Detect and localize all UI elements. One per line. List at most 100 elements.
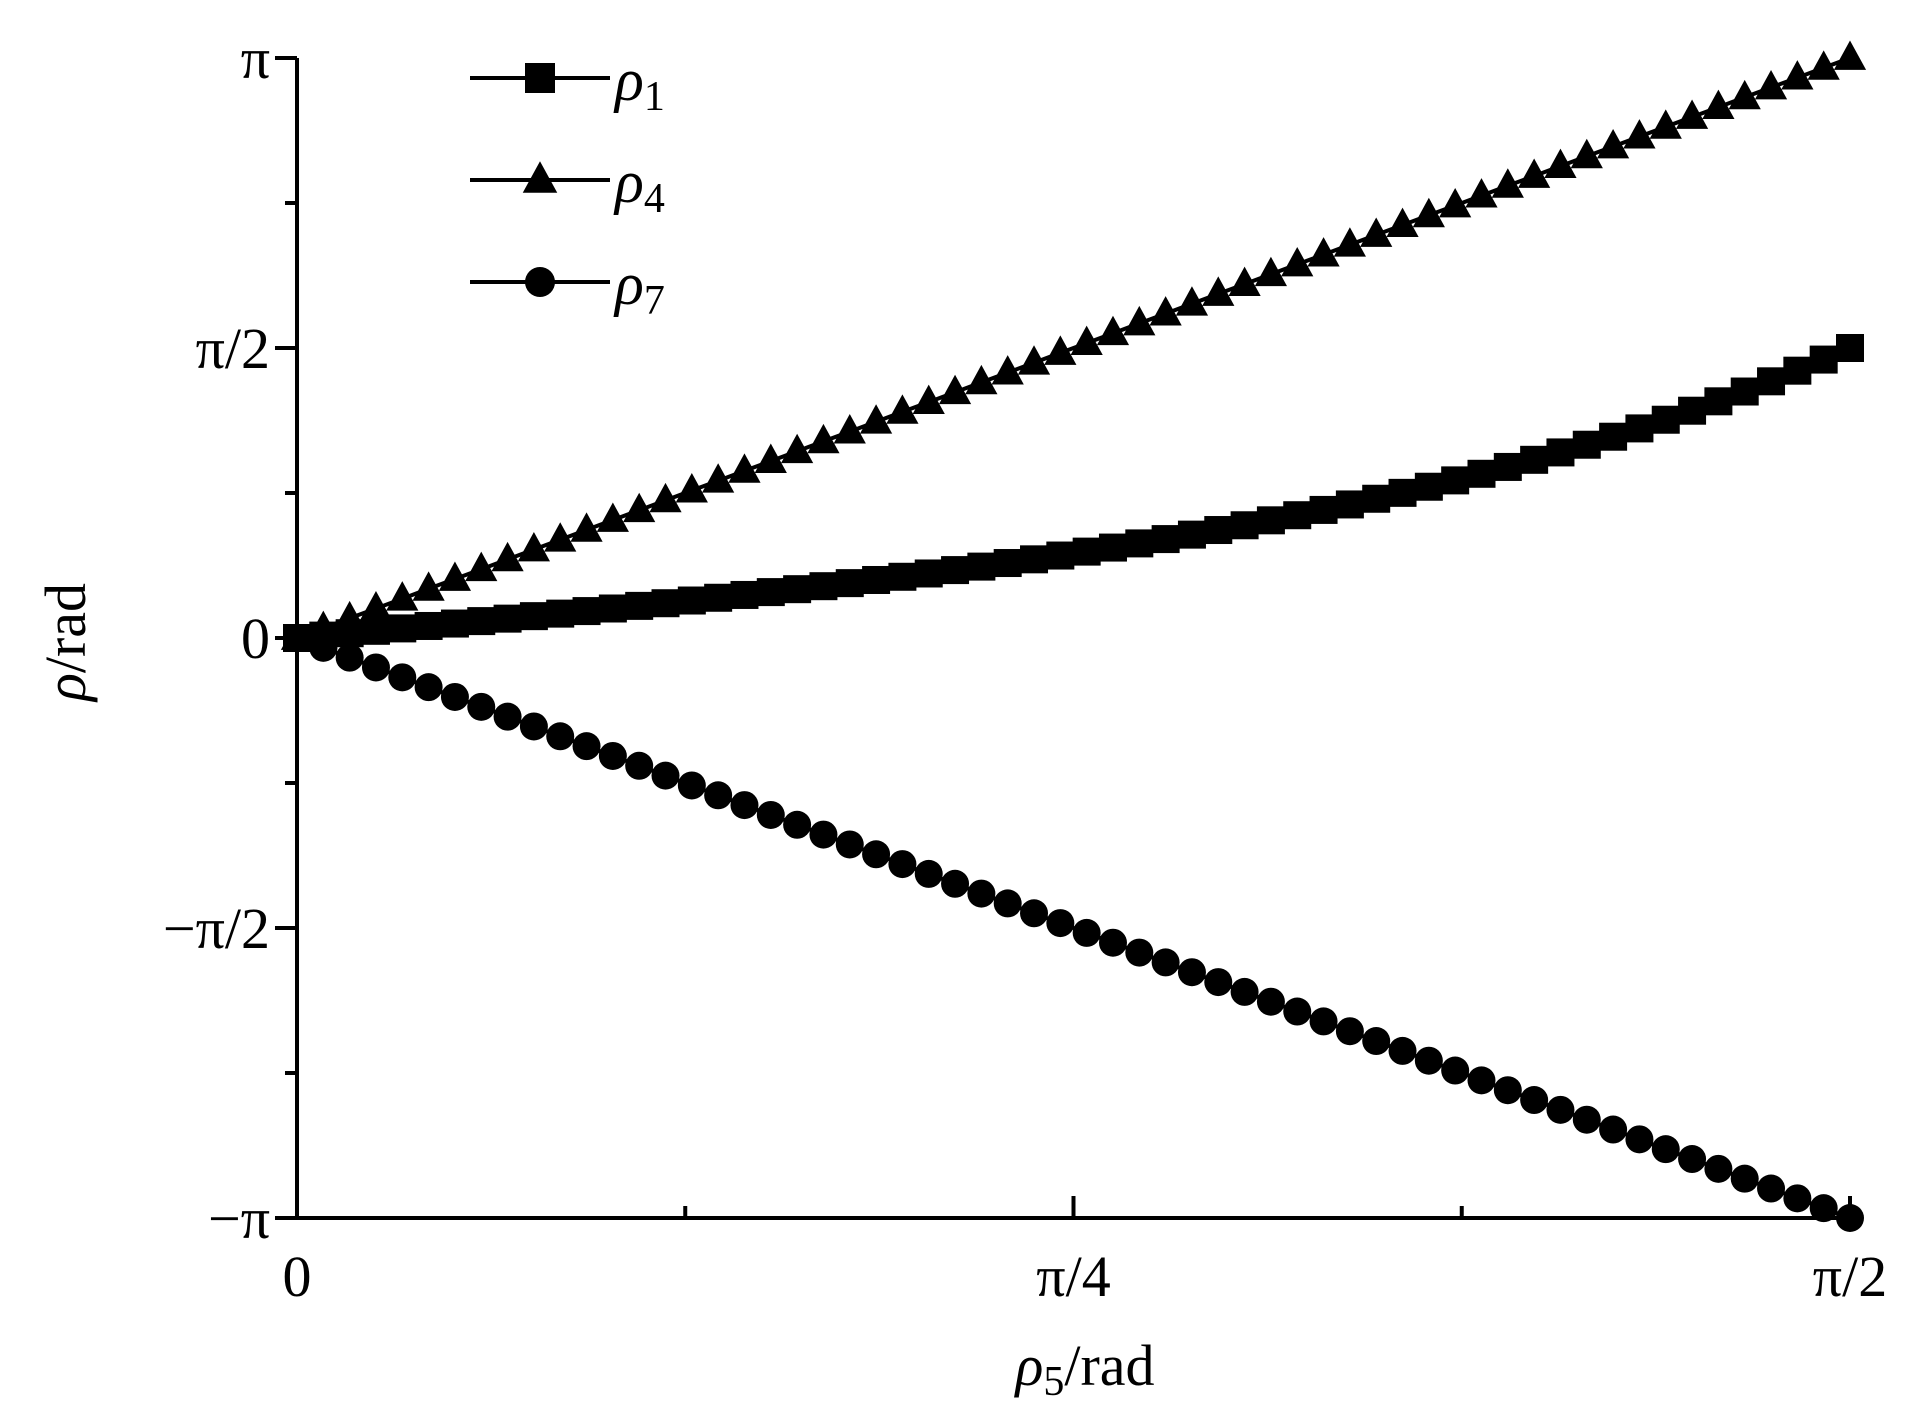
- data-point: [1335, 490, 1364, 519]
- data-point: [1362, 1027, 1391, 1056]
- data-point: [1388, 478, 1417, 507]
- legend-marker: [525, 267, 555, 297]
- data-point: [1599, 422, 1628, 451]
- data-point: [414, 611, 443, 640]
- data-point: [1467, 1066, 1496, 1095]
- x-tick-label: 0: [283, 1244, 312, 1309]
- data-point: [704, 781, 733, 810]
- data-point: [809, 572, 838, 601]
- data-point: [1809, 1194, 1838, 1223]
- data-point: [440, 682, 469, 711]
- data-point: [938, 374, 972, 405]
- data-point: [756, 578, 785, 607]
- data-point: [1678, 1145, 1707, 1174]
- data-point: [335, 643, 364, 672]
- data-point: [1230, 977, 1259, 1006]
- data-point: [1149, 296, 1182, 326]
- data-point: [333, 600, 366, 631]
- data-point: [1020, 899, 1049, 928]
- data-point: [1175, 286, 1209, 316]
- data-point: [1283, 997, 1312, 1026]
- data-point: [1362, 484, 1391, 513]
- data-point: [414, 673, 443, 702]
- data-point: [1730, 1164, 1759, 1193]
- data-point: [809, 820, 838, 849]
- data-point: [493, 604, 522, 633]
- data-point: [1649, 109, 1682, 139]
- legend-label: ρ1: [613, 47, 665, 120]
- data-point: [440, 609, 469, 638]
- data-point: [1098, 928, 1127, 957]
- data-point: [1202, 276, 1235, 306]
- data-point: [1151, 948, 1180, 977]
- data-point: [1807, 50, 1840, 80]
- data-point: [967, 879, 996, 908]
- y-tick-label: π: [241, 26, 270, 91]
- data-point: [1309, 1007, 1338, 1036]
- data-point: [307, 610, 340, 641]
- data-point: [1254, 256, 1288, 287]
- legend-label: ρ4: [613, 149, 665, 222]
- series-line: [296, 346, 1851, 640]
- data-point: [730, 791, 759, 820]
- series-square: [283, 333, 1864, 652]
- data-point: [728, 453, 761, 483]
- data-point: [1702, 89, 1735, 120]
- data-point: [1570, 138, 1603, 169]
- data-point: [309, 633, 338, 662]
- x-tick-label: π/4: [1036, 1244, 1110, 1309]
- data-point: [572, 732, 601, 761]
- data-point: [1070, 325, 1103, 355]
- data-point: [965, 364, 998, 395]
- data-point: [1388, 1036, 1417, 1065]
- data-point: [1177, 520, 1206, 549]
- data-point: [1625, 1125, 1654, 1154]
- data-point: [1046, 909, 1075, 938]
- y-tick-label: −π/2: [163, 896, 270, 961]
- data-point: [465, 551, 498, 582]
- data-point: [1333, 227, 1366, 257]
- data-point: [623, 492, 656, 523]
- data-point: [1757, 1174, 1786, 1203]
- x-tick-label: π/2: [1813, 1244, 1887, 1309]
- data-point: [1414, 472, 1443, 501]
- x-axis-title: ρ5/rad: [1013, 1333, 1154, 1405]
- data-point: [1599, 1115, 1628, 1144]
- y-axis-title: ρ/rad: [33, 583, 98, 703]
- data-point: [1544, 148, 1577, 179]
- data-point: [807, 423, 840, 454]
- data-point: [993, 889, 1022, 918]
- data-point: [1441, 466, 1470, 495]
- data-point: [1625, 414, 1654, 443]
- series-layer: [280, 40, 1867, 1232]
- x-axis-title-sub: 5: [1043, 1359, 1064, 1405]
- data-point: [651, 589, 680, 618]
- x-axis-title-unit: /rad: [1064, 1333, 1154, 1398]
- data-point: [438, 561, 472, 591]
- data-point: [519, 712, 548, 741]
- data-point: [1520, 1086, 1549, 1115]
- axes: ππ/20−π/2−π0 π/4 π/2: [163, 26, 1887, 1309]
- data-point: [388, 663, 417, 692]
- data-point: [361, 616, 390, 645]
- y-tick-label: −π: [208, 1186, 270, 1251]
- data-point: [572, 597, 601, 626]
- data-point: [675, 473, 708, 503]
- data-point: [519, 602, 548, 631]
- data-point: [517, 532, 550, 562]
- data-point: [1072, 537, 1101, 566]
- data-point: [1597, 128, 1630, 159]
- data-point: [1493, 452, 1522, 481]
- data-point: [1754, 69, 1788, 100]
- data-point: [1204, 516, 1233, 545]
- data-point: [1046, 541, 1075, 570]
- data-point: [914, 559, 943, 588]
- data-point: [702, 463, 735, 493]
- data-point: [359, 591, 393, 621]
- data-point: [1098, 533, 1127, 562]
- data-point: [783, 810, 812, 839]
- data-point: [888, 850, 917, 879]
- legend-label-symbol: ρ: [613, 47, 644, 113]
- data-point: [570, 512, 603, 542]
